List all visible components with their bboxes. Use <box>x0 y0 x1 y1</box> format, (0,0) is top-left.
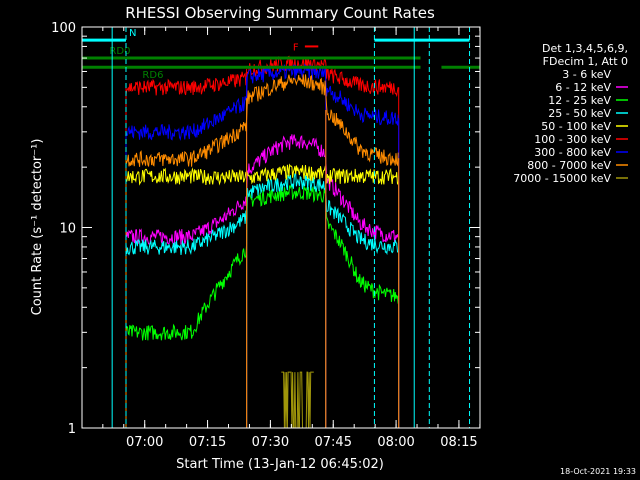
series-25-50kev <box>125 173 400 428</box>
x-tick-label: 07:45 <box>315 435 352 450</box>
legend: Det 1,3,4,5,6,9,FDecim 1, Att 03 - 6 keV… <box>513 42 628 185</box>
x-tick-label: 07:30 <box>252 435 289 450</box>
legend-entry-label: 800 - 7000 keV <box>527 159 611 172</box>
x-axis-label: Start Time (13-Jan-12 06:45:02) <box>176 457 384 472</box>
series-line <box>125 173 399 256</box>
flag-label: F <box>293 42 299 53</box>
legend-entry-label: 12 - 25 keV <box>548 94 611 107</box>
legend-entry-label: 6 - 12 keV <box>555 81 611 94</box>
series-50-100kev <box>125 163 400 428</box>
series-line <box>125 134 399 247</box>
legend-entry-label: 25 - 50 keV <box>548 107 611 120</box>
x-tick-label: 08:00 <box>377 435 414 450</box>
legend-header: Det 1,3,4,5,6,9, <box>542 42 628 55</box>
flag-rd0: RD0 <box>82 46 421 60</box>
series-line <box>125 74 399 167</box>
plot-timestamp: 18-Oct-2021 19:33 <box>560 467 636 476</box>
series-line <box>125 184 399 341</box>
legend-entry-label: 7000 - 15000 keV <box>513 172 611 185</box>
chart-title: RHESSI Observing Summary Count Rates <box>125 4 435 22</box>
x-tick-label: 07:00 <box>126 435 163 450</box>
series-3-6kev <box>125 87 400 428</box>
annotation-layer: N RD0 RD6 F <box>82 28 480 81</box>
flag-label: RD0 <box>109 46 130 57</box>
legend-entry-label: 100 - 300 keV <box>534 133 611 146</box>
series-line <box>281 371 314 429</box>
flag-rd6: RD6 <box>82 65 480 81</box>
series-line <box>125 87 399 185</box>
x-tick-label: 08:15 <box>440 435 477 450</box>
flag-label: RD6 <box>142 70 163 81</box>
boundary-layer <box>111 27 471 428</box>
plot-frame <box>81 26 481 429</box>
y-tick-label: 10 <box>59 222 76 237</box>
axis-layer: 1 10 100 07:00 07:15 07:30 07:45 08:00 08:15 <box>51 21 481 450</box>
flag-f: F <box>293 42 319 53</box>
x-tick-label: 07:15 <box>189 435 226 450</box>
series-7000-15000kev <box>281 371 314 429</box>
flag-n: N <box>82 28 470 42</box>
y-axis-label: Count Rate (s⁻¹ detector⁻¹) <box>30 139 45 316</box>
series-line <box>125 63 399 141</box>
legend-entry-label: 3 - 6 keV <box>562 68 611 81</box>
flag-label: N <box>129 28 136 39</box>
series-800-7000kev <box>125 74 400 428</box>
legend-header: FDecim 1, Att 0 <box>543 55 628 68</box>
legend-entry-label: 50 - 100 keV <box>541 120 611 133</box>
legend-entry-label: 300 - 800 keV <box>534 146 611 159</box>
series-line <box>126 163 399 186</box>
series-layer <box>125 55 400 429</box>
y-tick-label: 1 <box>68 422 76 437</box>
y-tick-label: 100 <box>51 21 76 36</box>
